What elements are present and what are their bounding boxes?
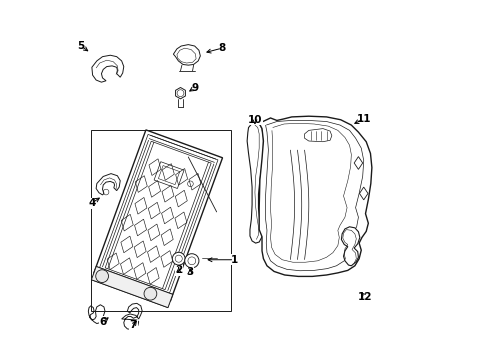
Polygon shape: [259, 116, 372, 276]
Polygon shape: [94, 130, 222, 301]
Text: 10: 10: [247, 115, 262, 125]
Text: 9: 9: [191, 83, 198, 93]
Circle shape: [144, 287, 157, 300]
Text: 12: 12: [358, 292, 373, 302]
Text: 7: 7: [130, 320, 137, 330]
Circle shape: [185, 254, 199, 268]
Text: 3: 3: [186, 267, 194, 277]
Polygon shape: [91, 266, 173, 308]
Text: 4: 4: [88, 198, 96, 208]
Circle shape: [96, 270, 108, 283]
Text: 1: 1: [231, 255, 238, 265]
Polygon shape: [342, 227, 360, 266]
Text: 6: 6: [99, 317, 107, 327]
Circle shape: [172, 252, 185, 265]
Text: 11: 11: [357, 114, 371, 124]
Text: 2: 2: [175, 265, 182, 275]
Text: 5: 5: [77, 41, 85, 51]
Text: 8: 8: [219, 43, 225, 53]
